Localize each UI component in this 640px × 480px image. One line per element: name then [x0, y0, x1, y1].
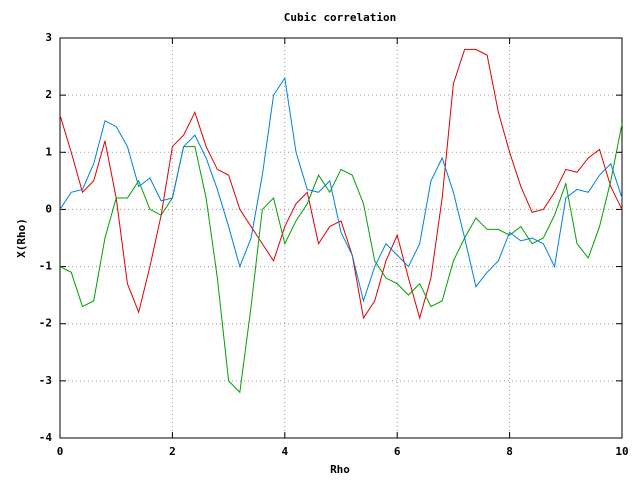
y-tick-label: -4 [39, 431, 53, 444]
y-tick-label: 3 [45, 31, 52, 44]
series-line [59, 48, 623, 320]
y-tick-label: -1 [39, 260, 53, 273]
plot-border [59, 37, 623, 439]
series-line [59, 123, 623, 394]
x-tick-label: 0 [57, 445, 64, 458]
series-line [59, 76, 623, 303]
x-axis-label: Rho [330, 463, 350, 476]
chart-title: Cubic correlation [284, 11, 397, 24]
y-tick-label: 0 [45, 202, 52, 215]
y-tick-label: 1 [45, 145, 52, 158]
y-tick-label: 2 [45, 88, 52, 101]
x-tick-label: 4 [281, 445, 288, 458]
x-tick-label: 6 [394, 445, 401, 458]
x-tick-label: 2 [169, 445, 176, 458]
x-tick-label: 10 [615, 445, 628, 458]
y-axis-label: X(Rho) [15, 218, 28, 258]
y-tick-label: -3 [39, 374, 52, 387]
y-tick-label: -2 [39, 317, 52, 330]
x-tick-label: 8 [506, 445, 513, 458]
